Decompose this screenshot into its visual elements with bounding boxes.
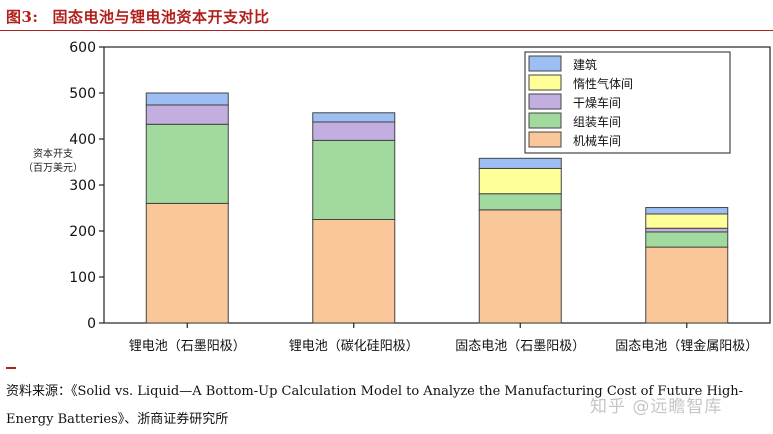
- figure-title-text: 固态电池与锂电池资本开支对比: [52, 8, 270, 26]
- figure-number: 图3:: [6, 8, 39, 26]
- y-tick-label: 0: [87, 316, 96, 332]
- legend-label-干燥车间: 干燥车间: [573, 95, 621, 110]
- bar-segment-建筑-1: [312, 112, 396, 123]
- bar-segment-干燥车间-0: [145, 104, 229, 125]
- figure-title: 图3: 固态电池与锂电池资本开支对比: [6, 6, 270, 27]
- bar-segment-组装车间-1: [312, 139, 396, 221]
- y-tick-label: 200: [69, 224, 96, 240]
- bar-segment-机械车间-2: [478, 209, 562, 324]
- y-axis-label-line2: （百万美元）: [23, 163, 83, 174]
- legend-swatch-机械车间: [528, 131, 562, 148]
- legend-swatch-惰性气体间: [528, 74, 562, 91]
- bar-segment-干燥车间-1: [312, 121, 396, 141]
- bar-segment-惰性气体间-3: [645, 213, 729, 229]
- bar-segment-建筑-3: [645, 207, 729, 215]
- bar-segment-组装车间-0: [145, 123, 229, 204]
- x-tick-label: 固态电池（石墨阳极）: [455, 339, 585, 354]
- stacked-bar-chart: 0 100 200 300 400 500 600 锂电池（石墨阳极） 锂电池（碳化硅阳极） 固态…: [69, 40, 771, 354]
- bar-segment-机械车间-3: [645, 246, 729, 324]
- y-tick-label: 400: [69, 132, 96, 148]
- y-axis-label: 资本开支 （百万美元）: [20, 148, 86, 176]
- bottom-mark: [6, 367, 16, 369]
- bar-segment-干燥车间-3: [645, 227, 729, 233]
- watermark: 知乎 @远瞻智库: [590, 397, 723, 417]
- legend-label-机械车间: 机械车间: [573, 133, 621, 148]
- x-tick-label: 固态电池（锂金属阳极）: [615, 338, 758, 354]
- title-rule: [0, 30, 773, 31]
- y-axis-label-line1: 资本开支: [33, 149, 73, 160]
- y-tick-label: 600: [69, 40, 96, 56]
- legend-label-建筑: 建筑: [573, 57, 597, 72]
- y-tick-label: 300: [69, 178, 96, 194]
- legend-label-惰性气体间: 惰性气体间: [573, 76, 633, 91]
- bar-segment-机械车间-0: [145, 202, 229, 324]
- x-tick-label: 锂电池（石墨阳极）: [129, 339, 246, 354]
- bar-segment-建筑-0: [145, 92, 229, 106]
- legend-swatch-干燥车间: [528, 93, 562, 110]
- x-tick-label: 锂电池（碳化硅阳极）: [289, 339, 419, 354]
- y-tick-label: 100: [69, 270, 96, 286]
- source-note: 资料来源：《Solid vs. Liquid—A Bottom-Up Calcu…: [6, 384, 744, 427]
- bar-segment-组装车间-3: [645, 231, 729, 248]
- bar-segment-惰性气体间-2: [478, 167, 562, 195]
- legend-label-组装车间: 组装车间: [573, 114, 621, 129]
- bar-segment-机械车间-1: [312, 219, 396, 324]
- bar-segment-组装车间-2: [478, 193, 562, 211]
- y-tick-label: 500: [69, 86, 96, 102]
- legend-swatch-建筑: [528, 55, 562, 72]
- bar-segment-建筑-2: [478, 157, 562, 169]
- legend-swatch-组装车间: [528, 112, 562, 129]
